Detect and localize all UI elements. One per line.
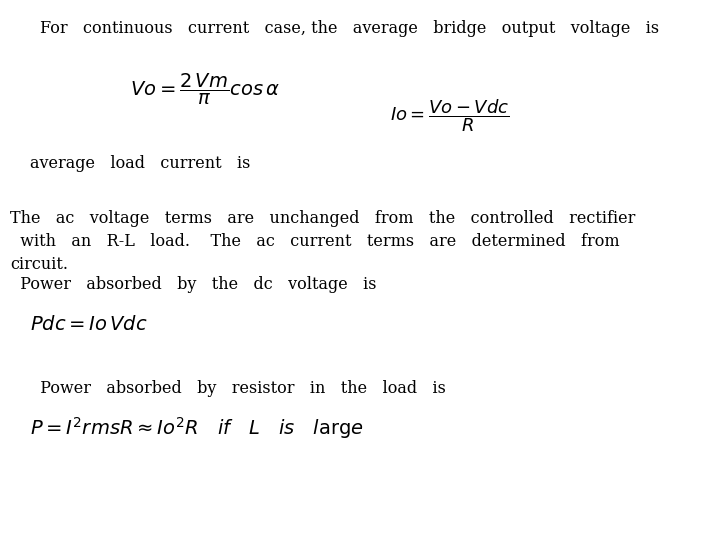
Text: average   load   current   is: average load current is xyxy=(30,155,251,172)
Text: The   ac   voltage   terms   are   unchanged   from   the   controlled   rectifi: The ac voltage terms are unchanged from … xyxy=(10,210,635,227)
Text: Power   absorbed   by   the   dc   voltage   is: Power absorbed by the dc voltage is xyxy=(10,276,377,293)
Text: Power   absorbed   by   resistor   in   the   load   is: Power absorbed by resistor in the load i… xyxy=(30,380,446,397)
Text: $\mathit{Pdc} = \mathit{Io}\,\mathit{Vdc}$: $\mathit{Pdc} = \mathit{Io}\,\mathit{Vdc… xyxy=(30,315,148,334)
Text: circuit.: circuit. xyxy=(10,256,68,273)
Text: $\mathit{P} = \mathit{I}^{2}\mathit{rmsR} \approx \mathit{Io}^{2}\mathit{R}$$\qu: $\mathit{P} = \mathit{I}^{2}\mathit{rmsR… xyxy=(30,415,364,441)
Text: $\mathit{Vo} = \dfrac{2\,\mathit{Vm}}{\pi}\mathit{cos}\,\alpha$: $\mathit{Vo} = \dfrac{2\,\mathit{Vm}}{\p… xyxy=(130,72,280,107)
Text: $\mathit{Io} = \dfrac{\mathit{Vo} - \mathit{Vdc}}{R}$: $\mathit{Io} = \dfrac{\mathit{Vo} - \mat… xyxy=(390,97,510,133)
Text: For   continuous   current   case, the   average   bridge   output   voltage   i: For continuous current case, the average… xyxy=(40,20,659,37)
Text: with   an   R-L   load.    The   ac   current   terms   are   determined   from: with an R-L load. The ac current terms a… xyxy=(10,233,620,250)
